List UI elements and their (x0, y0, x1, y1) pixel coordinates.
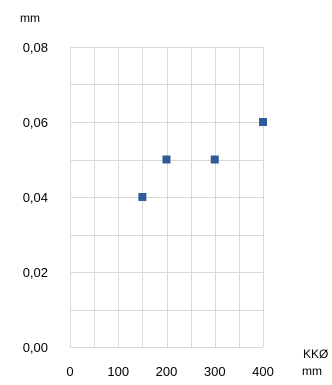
x-tick-label: 300 (204, 364, 226, 379)
data-point (138, 193, 147, 201)
data-point (162, 155, 171, 164)
data-point (210, 155, 219, 164)
x-axis-unit: mm (302, 364, 322, 378)
y-axis-label: mm (20, 11, 40, 25)
data-points (138, 118, 267, 201)
y-axis-ticks: 0,00 0,02 0,04 0,06 0,08 (23, 40, 48, 355)
data-point (259, 118, 267, 126)
y-tick-label: 0,08 (23, 40, 48, 55)
x-tick-label: 100 (107, 364, 129, 379)
x-axis-label: KKØ (303, 347, 328, 361)
chart-grid (70, 47, 264, 348)
x-axis-ticks: 0 100 200 300 400 (66, 364, 273, 379)
x-tick-label: 400 (252, 364, 274, 379)
x-tick-label: 0 (66, 364, 73, 379)
y-tick-label: 0,00 (23, 340, 48, 355)
y-tick-label: 0,04 (23, 190, 48, 205)
y-tick-label: 0,02 (23, 265, 48, 280)
y-tick-label: 0,06 (23, 115, 48, 130)
x-tick-label: 200 (156, 364, 178, 379)
